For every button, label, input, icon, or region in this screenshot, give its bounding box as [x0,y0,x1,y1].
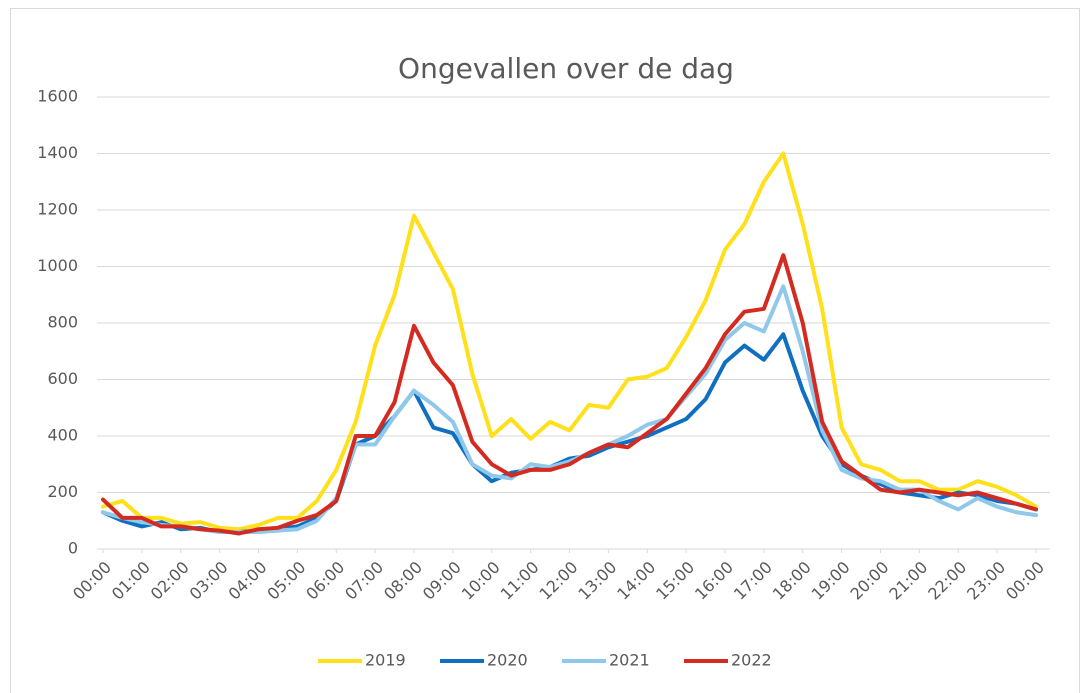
y-tick-label: 600 [47,369,78,388]
y-tick-label: 1400 [37,143,78,162]
legend-label: 2019 [365,651,406,670]
y-tick-label: 400 [47,426,78,445]
y-tick-label: 1600 [37,87,78,106]
legend-label: 2022 [731,651,772,670]
y-tick-label: 0 [68,539,78,558]
y-tick-label: 200 [47,482,78,501]
line-series [101,284,1038,535]
line-series [101,151,1038,532]
y-tick-label: 1000 [37,256,78,275]
y-tick-label: 800 [47,313,78,332]
chart-frame [10,8,1080,693]
legend-label: 2020 [487,651,528,670]
line-series [101,253,1038,536]
chart-title: Ongevallen over de dag [398,52,734,85]
legend-label: 2021 [609,651,650,670]
y-tick-label: 1200 [37,200,78,219]
